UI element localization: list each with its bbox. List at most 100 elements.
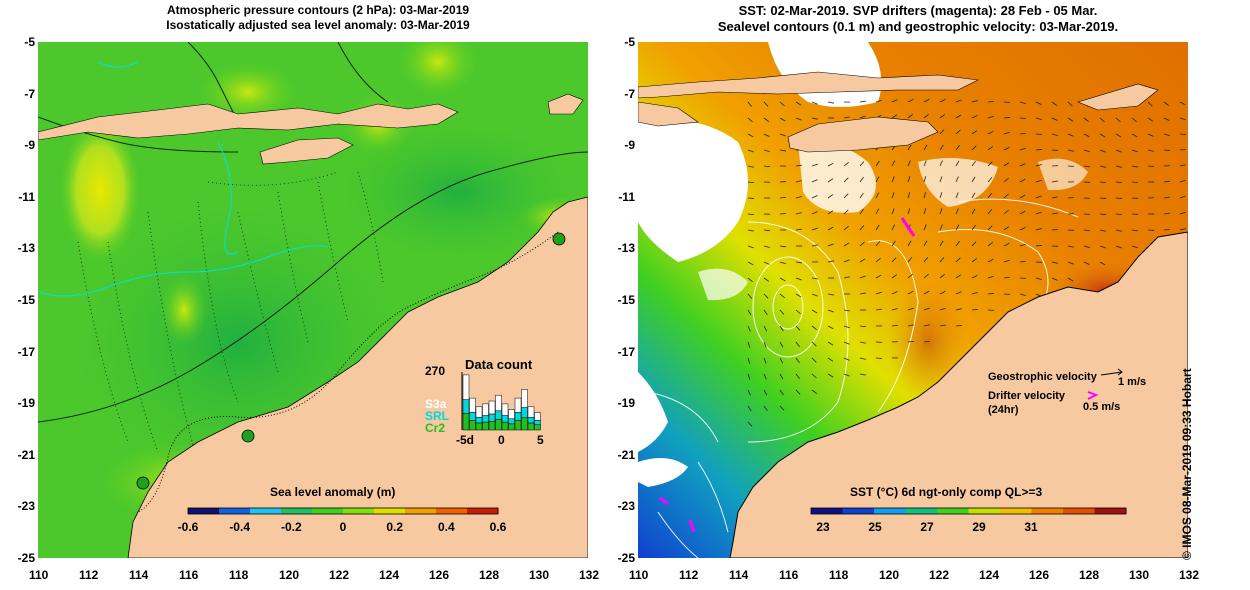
velocity-arrow	[891, 224, 896, 231]
velocity-arrow	[1115, 229, 1122, 232]
x-axis-tick-label: 126	[429, 568, 450, 582]
sla-colorbar-frame	[187, 507, 499, 515]
velocity-arrow	[939, 160, 943, 167]
shelf-break-contour	[137, 231, 559, 513]
velocity-arrow	[779, 101, 785, 107]
cloud-mask	[638, 42, 1088, 487]
velocity-arrow	[1099, 149, 1106, 153]
velocity-arrow	[875, 274, 882, 279]
velocity-arrow	[939, 307, 946, 311]
sst-colorbar-segment	[1063, 508, 1095, 514]
velocity-arrow	[763, 405, 768, 412]
velocity-arrow	[747, 133, 754, 138]
velocity-arrow	[875, 99, 882, 103]
sst-colorbar-tick-label: 31	[1024, 520, 1038, 534]
sst-colorbar	[810, 507, 1127, 515]
velocity-arrow	[747, 245, 754, 249]
velocity-arrow	[907, 160, 911, 167]
velocity-arrow	[891, 324, 899, 327]
velocity-arrow	[779, 117, 786, 122]
velocity-arrow	[1083, 117, 1089, 123]
velocity-arrow	[859, 225, 865, 231]
histogram-bar-srl	[514, 412, 522, 421]
velocity-arrow	[763, 357, 767, 364]
velocity-arrow	[827, 309, 834, 313]
velocity-arrow	[987, 177, 993, 183]
velocity-arrow	[1035, 195, 1042, 199]
velocity-arrow	[891, 99, 898, 103]
velocity-arrow	[747, 229, 754, 232]
velocity-arrow	[763, 341, 767, 348]
histogram-bar-srl	[495, 410, 502, 420]
velocity-arrow	[827, 293, 834, 296]
velocity-arrow	[747, 149, 754, 153]
velocity-arrow	[923, 240, 928, 247]
y-axis-tick-label: -21	[617, 447, 635, 462]
velocity-arrow	[1035, 117, 1042, 120]
histogram-bar-cr2	[534, 424, 541, 431]
velocity-arrow	[827, 260, 834, 263]
y-axis-tick-label: -13	[17, 241, 35, 256]
velocity-arrow	[1163, 212, 1170, 215]
velocity-arrow	[795, 196, 802, 199]
velocity-arrow	[843, 209, 849, 215]
lesser-sunda-islands	[638, 71, 980, 99]
velocity-arrow	[763, 293, 769, 299]
velocity-arrow	[907, 240, 912, 247]
velocity-arrow	[987, 193, 993, 199]
drifter-velocity-label: Drifter velocity	[988, 390, 1066, 402]
lesser-sunda-islands	[38, 103, 459, 141]
velocity-arrow	[763, 373, 767, 380]
velocity-arrow	[891, 176, 895, 183]
velocity-arrow	[875, 357, 883, 359]
velocity-arrow	[1115, 213, 1123, 216]
velocity-arrow	[1131, 181, 1139, 183]
histogram-bar-srl	[475, 416, 483, 424]
sst-colorbar-segment	[874, 508, 906, 514]
histogram-bar-srl	[462, 399, 470, 414]
velocity-arrow	[763, 261, 770, 265]
velocity-arrow	[1083, 149, 1090, 153]
velocity-arrow	[795, 277, 802, 281]
velocity-arrow	[955, 257, 961, 263]
sla-colorbar-tick-label: 0.2	[386, 520, 403, 534]
y-axis-tick-label: -13	[617, 241, 635, 256]
velocity-arrow	[1115, 181, 1123, 184]
velocity-arrow	[891, 114, 898, 119]
velocity-arrow	[955, 99, 962, 103]
velocity-arrow	[795, 373, 801, 379]
x-axis-tick-label: 122	[929, 568, 950, 582]
velocity-arrow	[907, 98, 914, 103]
velocity-arrow	[859, 192, 864, 199]
velocity-arrow	[939, 114, 946, 119]
velocity-arrow	[827, 243, 834, 247]
x-axis-tick-label: 112	[679, 568, 699, 582]
velocity-arrow	[939, 99, 946, 103]
velocity-arrow	[1035, 164, 1042, 167]
sst-colorbar-segment	[1094, 508, 1127, 514]
velocity-arrow	[779, 389, 784, 396]
velocity-arrow	[891, 291, 898, 295]
velocity-arrow	[1083, 245, 1090, 249]
velocity-arrow	[955, 176, 959, 183]
velocity-arrow	[747, 101, 753, 107]
y-axis-tick-label: -9	[24, 138, 35, 153]
velocity-arrow	[939, 208, 943, 215]
x-axis-tick-label: 116	[779, 568, 799, 582]
velocity-arrow	[1019, 243, 1026, 247]
velocity-arrow	[1147, 165, 1155, 167]
velocity-arrow	[795, 101, 802, 106]
pressure-contours-dotted	[77, 171, 384, 463]
velocity-arrow	[1147, 117, 1154, 122]
series-label-srl: SRL	[425, 409, 449, 423]
velocity-arrow	[747, 421, 753, 427]
sla-colorbar-tick-label: -0.2	[280, 520, 302, 534]
histogram-bar-s3a	[514, 397, 522, 413]
velocity-arrow	[1019, 194, 1026, 199]
velocity-arrow	[971, 224, 976, 231]
velocity-arrow	[1163, 101, 1170, 106]
velocity-arrow	[827, 226, 834, 231]
velocity-arrow	[875, 257, 881, 263]
x-axis-tick-label: 122	[329, 568, 350, 582]
velocity-arrow	[779, 405, 785, 411]
